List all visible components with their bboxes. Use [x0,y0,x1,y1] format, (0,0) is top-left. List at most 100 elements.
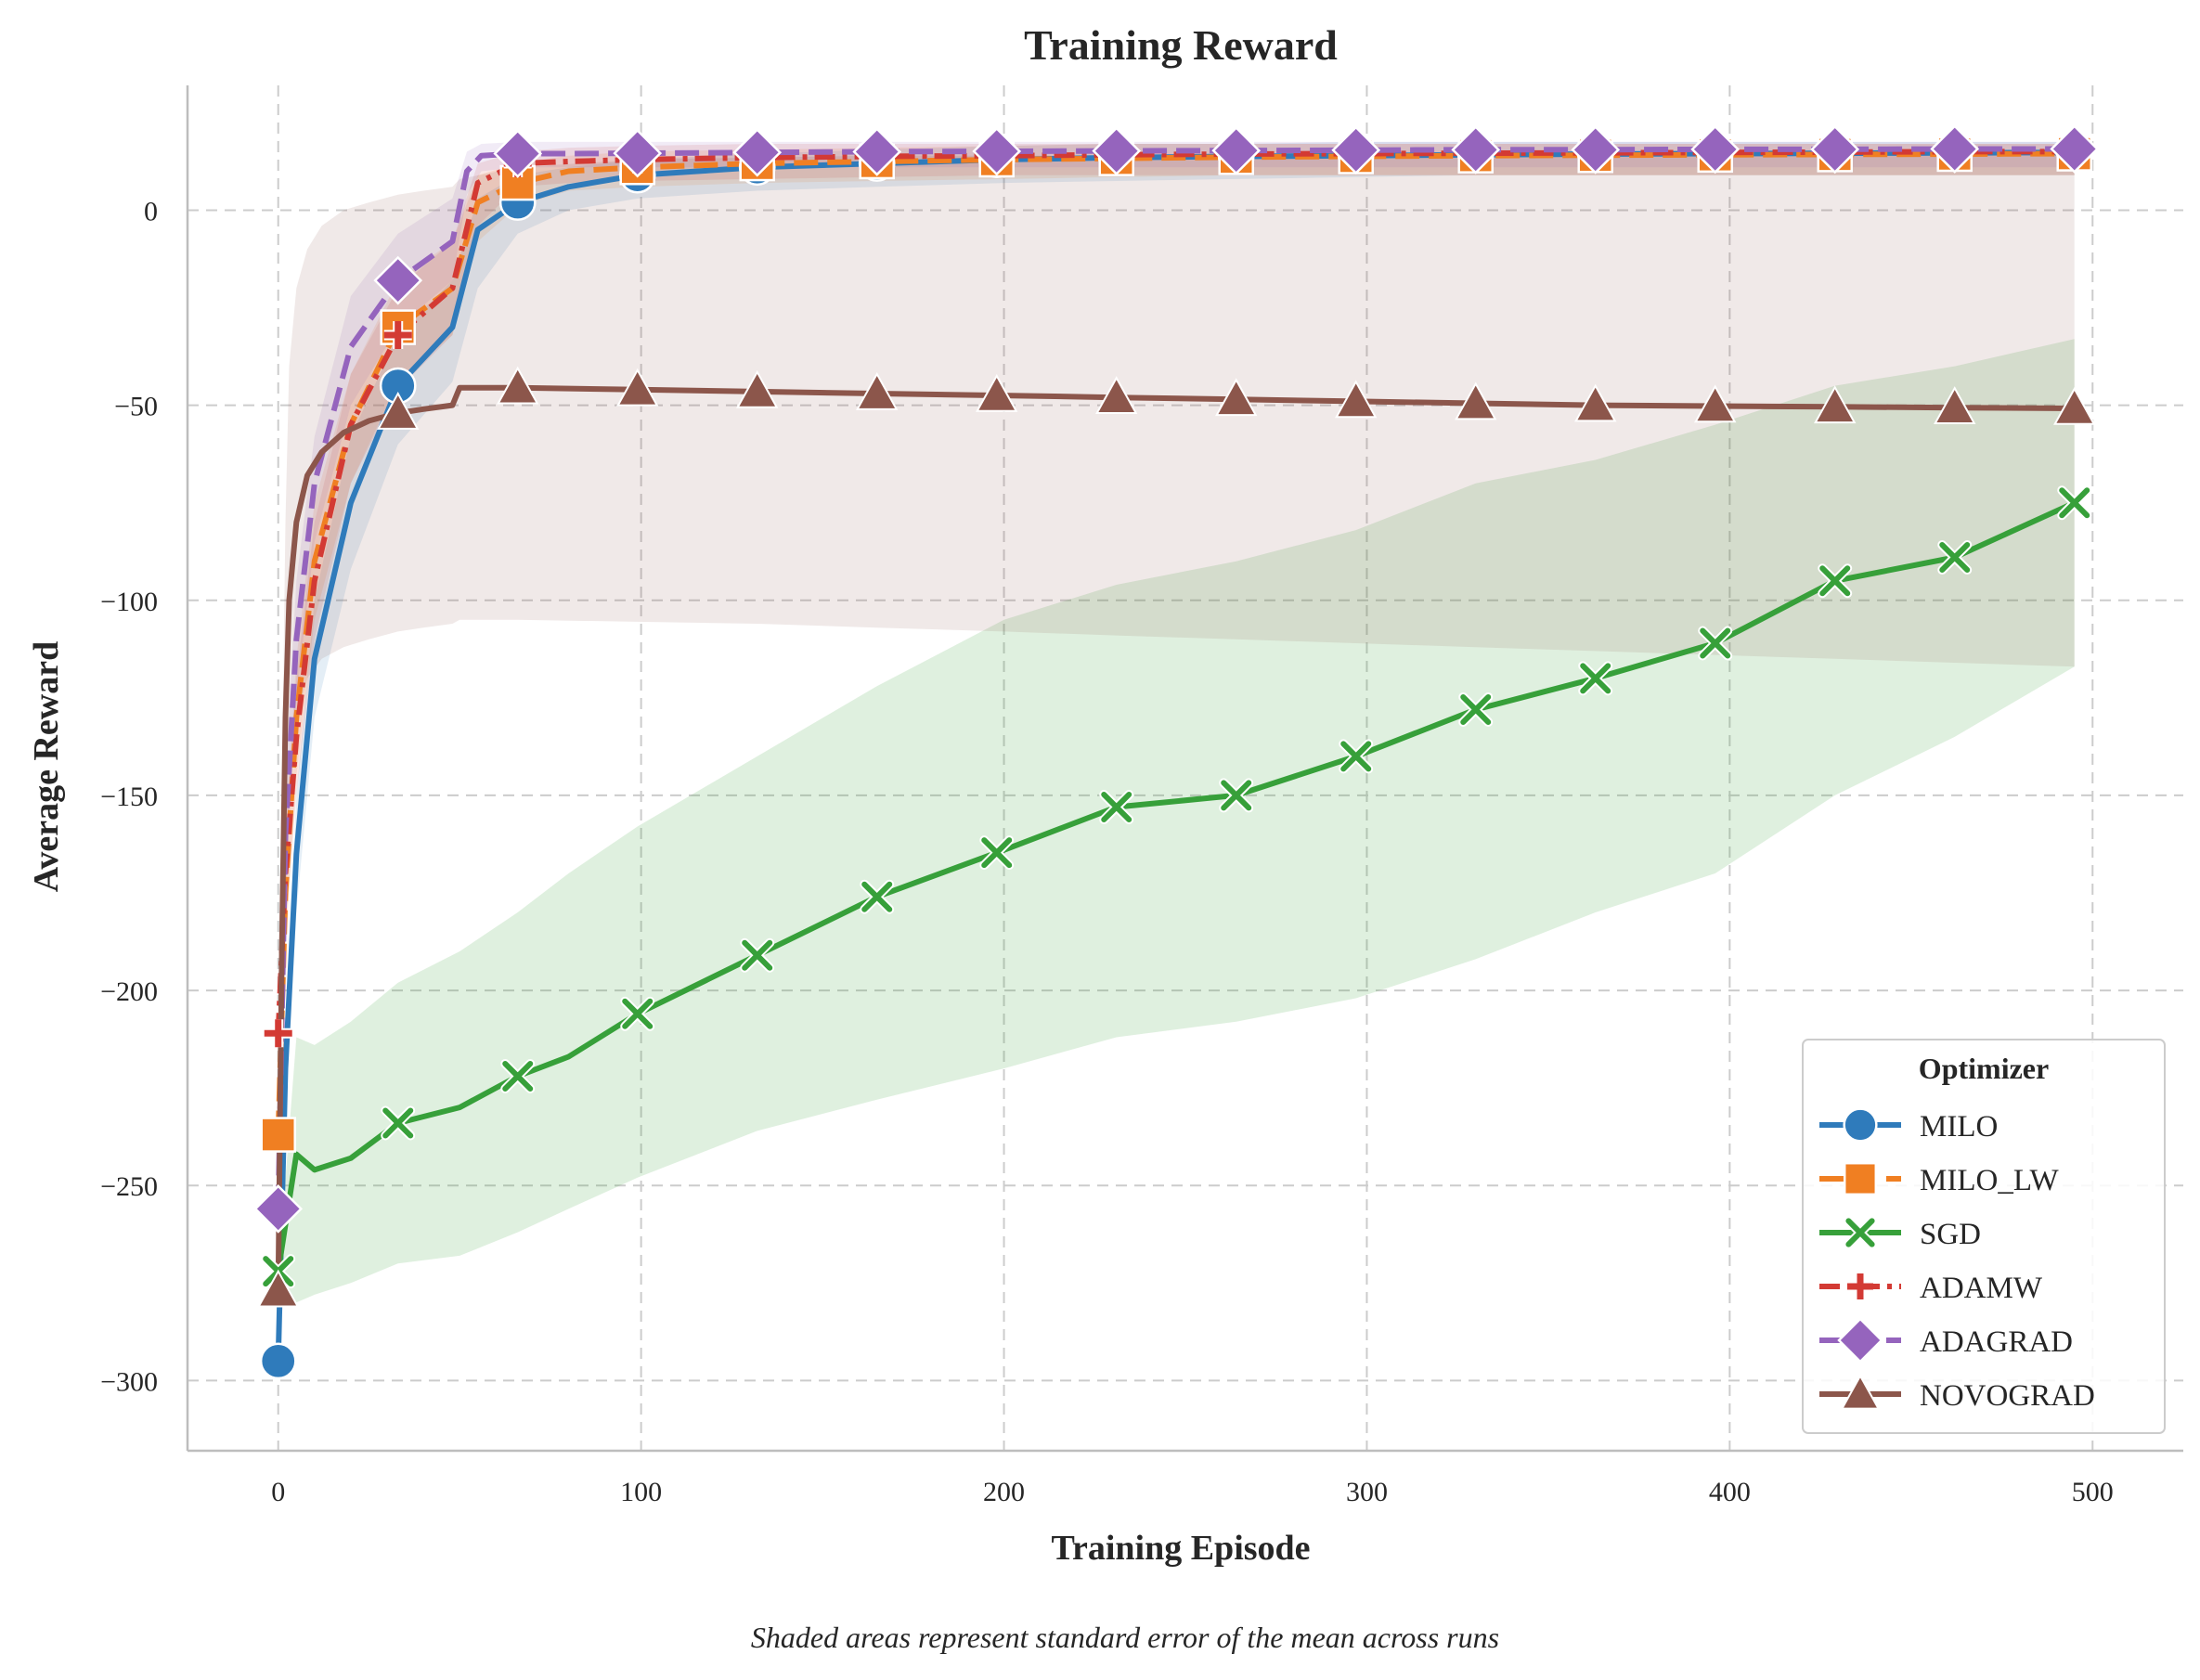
data-point-adagrad [613,128,663,178]
data-point-adagrad [2050,124,2100,174]
legend-item-milo: MILO [1819,1107,1998,1144]
data-point-adagrad [253,1184,304,1234]
data-point-sgd [1219,778,1254,813]
data-point-adagrad [1092,126,1142,175]
data-point-novograd [1095,376,1138,415]
y-tick-label: −300 [100,1366,158,1397]
legend-item-sgd: SGD [1819,1216,1981,1251]
y-tick-label: −200 [100,976,158,1007]
data-point-sgd [1698,626,1733,661]
y-tick-label: 0 [144,196,158,226]
data-point-adagrad [972,126,1022,176]
error-band-novograd [278,151,2075,1291]
data-point-sgd [2057,485,2092,521]
legend-label: MILO_LW [1920,1164,2060,1197]
data-point-sgd [1818,563,1853,599]
legend-swatch-marker [1840,1374,1881,1410]
legend-label: SGD [1920,1218,1981,1251]
data-point-novograd [497,366,539,405]
x-tick-label: 200 [983,1477,1025,1507]
data-point-novograd [1934,386,1976,424]
legend-label: ADAGRAD [1920,1325,2073,1359]
series-line-adamw [275,149,2075,1034]
legend-swatch-marker [1844,1216,1877,1249]
data-point-adagrad [373,255,423,305]
legend-items: MILO MILO_LW SGD ADAMW ADAGRAD NOVOGRAD [1819,1107,2095,1413]
data-point-sgd [1339,739,1374,774]
data-point-milo_lw [260,1117,296,1153]
chart-caption: Shaded areas represent standard error of… [751,1621,1499,1654]
legend-box [1802,1039,2166,1434]
data-point-milo [259,1342,297,1380]
axes [186,85,2183,1453]
y-tick-label: −50 [114,392,158,422]
data-point-adamw [264,1019,292,1048]
data-point-novograd [1215,378,1258,417]
data-point-novograd [856,371,899,410]
data-point-adagrad [732,127,783,177]
x-axis-label: Training Episode [1051,1529,1310,1568]
data-point-novograd [257,1269,300,1308]
data-point-adagrad [1331,125,1381,175]
data-point-novograd [2053,386,2096,425]
error-band-sgd [278,339,2075,1303]
legend-label: ADAMW [1920,1272,2043,1305]
data-point-sgd [620,996,655,1031]
legend: Optimizer MILO MILO_LW SGD ADAMW ADAGRAD NOVO… [1802,1039,2166,1434]
legend-label: MILO [1920,1110,1998,1144]
data-point-sgd [979,835,1015,871]
data-point-novograd [736,369,779,408]
y-axis-label: Average Reward [27,641,66,892]
data-point-sgd [740,937,775,973]
x-tick-label: 400 [1709,1477,1751,1507]
data-point-adagrad [1690,124,1741,174]
data-point-sgd [1458,691,1494,727]
x-tick-labels: 0 100 200 300 400 500 [271,1477,2114,1507]
y-tick-label: −250 [100,1171,158,1202]
series-markers [253,124,2100,1380]
x-tick-label: 300 [1346,1477,1388,1507]
x-tick-label: 500 [2072,1477,2114,1507]
data-point-adagrad [1930,124,1980,174]
data-point-sgd [500,1059,536,1094]
x-tick-label: 0 [271,1477,285,1507]
data-point-adagrad [493,129,543,178]
y-tick-label: −100 [100,587,158,617]
data-point-novograd [1814,385,1857,424]
y-tick-label: −150 [100,782,158,812]
y-tick-labels: 0 −50 −100 −150 −200 −250 −300 [100,196,158,1397]
data-point-adagrad [1571,124,1621,174]
data-point-sgd [1099,790,1134,825]
legend-swatch-marker [1837,1317,1883,1363]
data-point-adagrad [1211,125,1262,175]
chart-title: Training Reward [1024,21,1338,69]
legend-label: NOVOGRAD [1920,1379,2095,1413]
data-point-adagrad [1810,124,1860,174]
data-point-novograd [1574,383,1617,422]
data-point-sgd [381,1105,416,1141]
legend-swatch-marker [1843,1107,1878,1143]
data-point-sgd [1937,540,1973,575]
legend-item-adamw: ADAMW [1819,1272,2043,1305]
data-point-adamw [383,320,412,349]
legend-swatch-marker [1843,1161,1878,1196]
data-point-sgd [860,879,895,914]
data-point-novograd [1694,384,1737,423]
data-point-novograd [1455,381,1497,420]
error-band-adamw [278,144,2075,1034]
legend-item-adagrad: ADAGRAD [1819,1317,2073,1363]
x-tick-label: 100 [620,1477,662,1507]
legend-swatch-marker [1847,1273,1873,1299]
data-point-novograd [976,373,1018,412]
legend-item-novograd: NOVOGRAD [1819,1374,2095,1413]
data-point-novograd [1335,380,1378,419]
legend-title: Optimizer [1919,1052,2049,1085]
data-point-adagrad [1451,124,1501,174]
data-point-novograd [616,368,659,407]
data-point-novograd [377,391,420,430]
legend-item-milo_lw: MILO_LW [1819,1161,2060,1197]
data-point-adagrad [852,127,902,176]
data-point-sgd [1578,661,1613,696]
